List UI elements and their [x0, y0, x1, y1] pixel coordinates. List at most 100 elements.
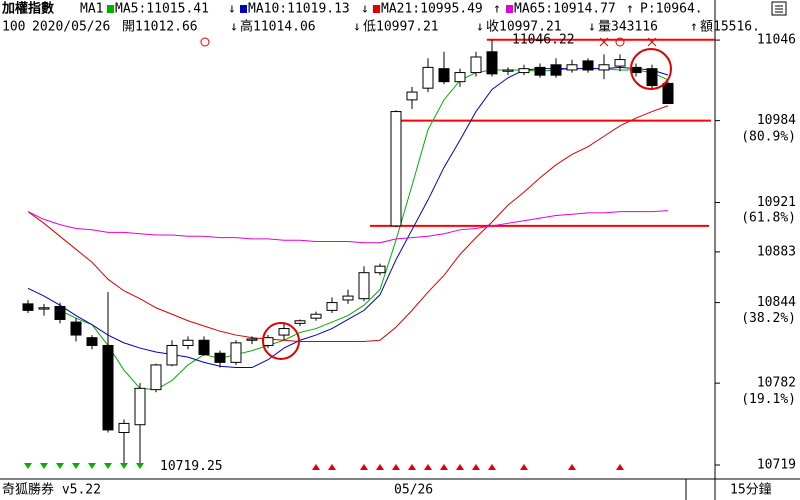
arrow-icon: ↓	[230, 20, 238, 35]
candle-body	[582, 60, 594, 71]
candle-body	[614, 59, 626, 67]
highlight-circle	[630, 48, 672, 90]
candle-body	[662, 82, 674, 104]
candle-body	[214, 352, 226, 363]
candle-body	[38, 307, 50, 310]
legend-swatch	[506, 5, 513, 13]
candle-body	[182, 339, 194, 346]
candle-body	[566, 64, 578, 71]
arrow-icon: ↑	[690, 20, 698, 35]
header-text: 額15516.	[700, 20, 760, 35]
ma-line	[27, 105, 669, 343]
candle-body	[262, 337, 274, 346]
candle-body	[278, 328, 290, 336]
ma-line	[27, 210, 669, 244]
candle-body	[102, 344, 114, 431]
candle-body	[22, 303, 34, 311]
buy-signal	[408, 464, 416, 470]
y-tick-label: 10719	[757, 458, 796, 473]
marker-o	[200, 37, 210, 47]
candle-body	[230, 342, 242, 363]
buy-signal	[376, 464, 384, 470]
y-tick-label: 10883	[757, 244, 796, 259]
arrow-icon: ↓	[588, 20, 596, 35]
legend-swatch	[240, 5, 247, 13]
arrow-icon: ↓	[353, 20, 361, 35]
candle-body	[534, 66, 546, 76]
candle-body	[438, 68, 450, 83]
fib-tick-label: (19.1%)	[741, 392, 796, 407]
legend-entry: MA65:10914.77	[514, 2, 616, 17]
y-tick-label: 10782	[757, 376, 796, 391]
candle-body	[358, 272, 370, 300]
buy-signal	[312, 464, 320, 470]
candle-body	[246, 338, 258, 341]
candle-body	[134, 387, 146, 426]
candle-body	[54, 305, 66, 320]
buy-signal	[456, 464, 464, 470]
candle-body	[198, 339, 210, 356]
candle-body	[326, 302, 338, 311]
candle-body	[502, 69, 514, 72]
header-text: 收10997.21	[486, 20, 562, 35]
buy-signal	[488, 464, 496, 470]
arrow-icon: ↑	[493, 2, 501, 17]
buy-signal	[424, 464, 432, 470]
marker-x	[599, 37, 609, 47]
header-text: 高11014.06	[240, 19, 316, 35]
buy-signal	[472, 464, 480, 470]
sell-signal	[136, 463, 144, 469]
buy-signal	[568, 464, 576, 470]
candle-body	[630, 66, 642, 74]
sell-signal	[104, 463, 112, 469]
legend-entry: MA10:11019.13	[248, 2, 350, 17]
candle-body	[406, 91, 418, 101]
header-text: 開11012.66	[122, 20, 198, 35]
candle-body	[422, 66, 434, 89]
arrow-icon: ↓	[228, 2, 236, 17]
sell-signal	[40, 463, 48, 469]
buy-signal	[392, 464, 400, 470]
low-annotation: 10719.25	[160, 459, 223, 474]
buy-signal	[328, 464, 336, 470]
candle-body	[550, 64, 562, 76]
y-tick-label: 10921	[757, 195, 796, 210]
header-text: MA1	[80, 2, 103, 17]
x-tick-label: 05/26	[394, 483, 433, 498]
header-text: 加權指數	[1, 1, 54, 17]
candle-body	[374, 265, 386, 274]
buy-signal	[440, 464, 448, 470]
fib-tick-label: (61.8%)	[741, 211, 796, 226]
sell-signal	[88, 463, 96, 469]
price-label: P:10964.	[640, 2, 703, 17]
candle-body	[150, 364, 162, 391]
y-tick-label: 10984	[757, 113, 796, 128]
highlight-circle	[262, 322, 300, 360]
fib-tick-label: (38.2%)	[741, 311, 796, 326]
candle-body	[342, 295, 354, 301]
candle-body	[454, 72, 466, 83]
sell-signal	[24, 463, 32, 469]
fib-tick-label: (80.9%)	[741, 129, 796, 144]
candle-body	[118, 422, 130, 434]
candle-body	[486, 51, 498, 75]
header-text: 100	[2, 20, 25, 35]
high-annotation: 11046.22	[512, 32, 575, 47]
candle-body	[390, 111, 402, 227]
marker-x	[647, 37, 657, 47]
header-text: 量343116	[598, 20, 658, 35]
arrow-icon: ↓	[476, 20, 484, 35]
window-icon[interactable]	[771, 1, 787, 16]
y-tick-label: 11046	[757, 33, 796, 48]
period: 15分鐘	[730, 482, 772, 498]
candle-body	[310, 313, 322, 319]
arrow-icon: ↓	[361, 2, 369, 17]
legend-swatch	[107, 5, 114, 13]
buy-signal	[360, 464, 368, 470]
legend-entry: MA21:10995.49	[381, 2, 483, 17]
buy-signal	[520, 464, 528, 470]
header-text: 2020/05/26	[32, 20, 110, 35]
marker-o	[615, 37, 625, 47]
